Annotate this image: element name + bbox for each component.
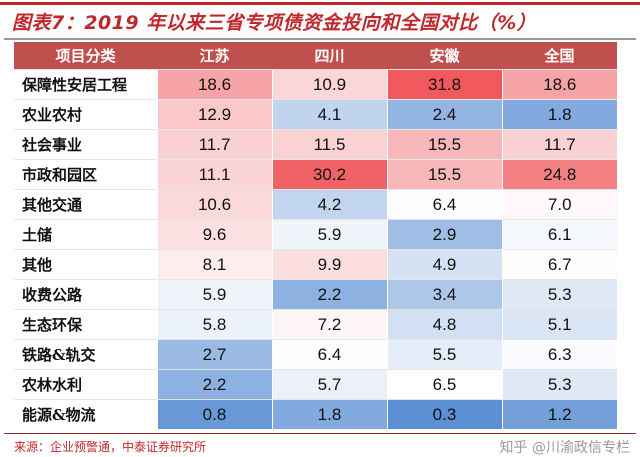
heat-cell: 2.2	[156, 369, 272, 400]
row-label: 其他	[14, 249, 157, 280]
heat-cell: 5.3	[501, 369, 617, 400]
heat-cell: 10.9	[271, 69, 387, 100]
row-label: 生态环保	[14, 309, 157, 340]
heat-cell: 5.5	[386, 339, 502, 370]
heat-cell: 2.9	[386, 219, 502, 250]
table-row: 市政和园区 11.1 30.2 15.5 24.8	[14, 159, 617, 190]
heat-cell: 6.3	[501, 339, 617, 370]
table-row: 其他交通 10.6 4.2 6.4 7.0	[14, 189, 617, 220]
heat-cell: 5.9	[156, 279, 272, 310]
heat-cell: 11.7	[501, 129, 617, 160]
heat-cell: 30.2	[271, 159, 387, 190]
row-label: 土储	[14, 219, 157, 250]
heat-cell: 11.5	[271, 129, 387, 160]
source-note: 来源：企业预警通，中泰证券研究所	[14, 440, 207, 454]
heat-cell: 1.8	[271, 399, 387, 429]
heat-cell: 4.8	[386, 309, 502, 340]
heat-cell: 9.6	[156, 219, 272, 250]
heat-cell: 4.2	[271, 189, 387, 220]
column-header: 项目分类	[14, 42, 157, 70]
heat-cell: 6.5	[386, 369, 502, 400]
heat-cell: 18.6	[156, 69, 272, 100]
table-row: 其他 8.1 9.9 4.9 6.7	[14, 249, 617, 280]
table-row: 铁路&轨交 2.7 6.4 5.5 6.3	[14, 339, 617, 370]
heat-cell: 6.4	[386, 189, 502, 220]
heat-cell: 0.8	[156, 399, 272, 429]
heat-cell: 15.5	[386, 129, 502, 160]
table-row: 生态环保 5.8 7.2 4.8 5.1	[14, 309, 617, 340]
bottom-rule	[4, 433, 636, 434]
heat-cell: 2.4	[386, 99, 502, 130]
heat-cell: 5.8	[156, 309, 272, 340]
row-label: 农业农村	[14, 99, 157, 130]
column-header: 江苏	[157, 42, 272, 70]
heat-cell: 3.4	[386, 279, 502, 310]
chart-title: 图表7：2019 年以来三省专项债资金投向和全国对比（%）	[12, 12, 537, 34]
heat-cell: 4.9	[386, 249, 502, 280]
heat-cell: 31.8	[386, 69, 502, 100]
heat-cell: 15.5	[386, 159, 502, 190]
row-label: 社会事业	[14, 129, 157, 160]
row-label: 其他交通	[14, 189, 157, 220]
heat-cell: 5.7	[271, 369, 387, 400]
heat-cell: 11.7	[156, 129, 272, 160]
heat-cell: 9.9	[271, 249, 387, 280]
top-rule	[0, 2, 640, 5]
table-row: 保障性安居工程 18.6 10.9 31.8 18.6	[14, 69, 617, 100]
column-header: 全国	[502, 42, 617, 70]
table-row: 土储 9.6 5.9 2.9 6.1	[14, 219, 617, 250]
header-row: 项目分类 江苏 四川 安徽 全国	[14, 42, 617, 70]
heat-cell: 24.8	[501, 159, 617, 190]
heat-cell: 6.4	[271, 339, 387, 370]
watermark: 知乎 @川渝政信专栏	[499, 440, 630, 456]
heat-cell: 5.9	[271, 219, 387, 250]
table-row: 能源&物流 0.8 1.8 0.3 1.2	[14, 399, 617, 429]
heatmap-table: 项目分类 江苏 四川 安徽 全国 保障性安居工程 18.6 10.9 31.8 18.6 农业农村…	[14, 42, 617, 429]
heat-cell: 6.7	[501, 249, 617, 280]
table-row: 农业农村 12.9 4.1 2.4 1.8	[14, 99, 617, 130]
table-row: 收费公路 5.9 2.2 3.4 5.3	[14, 279, 617, 310]
table-row: 社会事业 11.7 11.5 15.5 11.7	[14, 129, 617, 160]
table-body: 保障性安居工程 18.6 10.9 31.8 18.6 农业农村 12.9 4.1 2.4 1.8…	[14, 69, 617, 429]
heat-cell: 5.3	[501, 279, 617, 310]
column-header: 四川	[272, 42, 387, 70]
title-rule	[4, 38, 636, 40]
heat-cell: 7.2	[271, 309, 387, 340]
row-label: 农林水利	[14, 369, 157, 400]
heat-cell: 7.0	[501, 189, 617, 220]
heat-cell: 1.8	[501, 99, 617, 130]
row-label: 铁路&轨交	[14, 339, 157, 370]
heat-cell: 0.3	[386, 399, 502, 429]
heat-cell: 2.7	[156, 339, 272, 370]
row-label: 保障性安居工程	[14, 69, 157, 100]
row-label: 收费公路	[14, 279, 157, 310]
heat-cell: 5.1	[501, 309, 617, 340]
heat-cell: 11.1	[156, 159, 272, 190]
column-header: 安徽	[387, 42, 502, 70]
heat-cell: 6.1	[501, 219, 617, 250]
row-label: 能源&物流	[14, 399, 157, 429]
heat-cell: 8.1	[156, 249, 272, 280]
heat-cell: 10.6	[156, 189, 272, 220]
table-row: 农林水利 2.2 5.7 6.5 5.3	[14, 369, 617, 400]
heat-cell: 4.1	[271, 99, 387, 130]
heat-cell: 18.6	[501, 69, 617, 100]
row-label: 市政和园区	[14, 159, 157, 190]
heat-cell: 12.9	[156, 99, 272, 130]
heat-cell: 1.2	[501, 399, 617, 429]
heat-cell: 2.2	[271, 279, 387, 310]
